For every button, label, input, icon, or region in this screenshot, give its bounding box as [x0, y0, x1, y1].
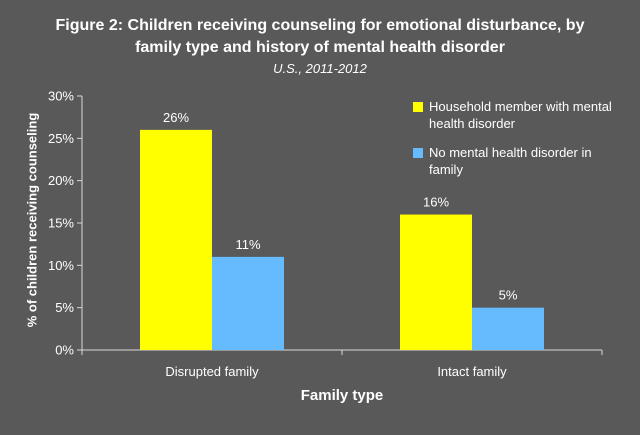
- y-tick-label: 5%: [55, 300, 74, 315]
- bar-no-disorder: [472, 307, 544, 350]
- x-tick-label: Disrupted family: [165, 364, 259, 379]
- legend-swatch-no-disorder: [413, 148, 423, 158]
- y-tick-label: 25%: [48, 131, 74, 146]
- legend: Household member with mental health diso…: [413, 98, 613, 190]
- chart-title-line-1: Figure 2: Children receiving counseling …: [55, 17, 585, 34]
- y-tick-label: 15%: [48, 216, 74, 231]
- y-tick-label: 0%: [55, 343, 74, 358]
- x-axis-title: Family type: [300, 387, 384, 404]
- legend-label-household: Household member with mental health diso…: [429, 99, 612, 131]
- bar-household: [400, 214, 472, 350]
- chart-title-line-2: family type and history of mental health…: [135, 39, 505, 56]
- y-tick-label: 30%: [48, 89, 74, 104]
- data-label: 26%: [163, 110, 189, 125]
- bar-household: [140, 129, 212, 350]
- chart-subtitle: U.S., 2011-2012: [273, 61, 367, 76]
- y-tick-label: 10%: [48, 258, 74, 273]
- legend-label-no-disorder: No mental health disorder in family: [429, 145, 592, 177]
- bar-no-disorder: [212, 256, 284, 350]
- data-label: 5%: [499, 288, 518, 303]
- y-axis-title: % of children receiving counseling: [24, 112, 40, 328]
- x-tick-label: Intact family: [437, 364, 507, 379]
- legend-item-no-disorder: No mental health disorder in family: [413, 144, 613, 178]
- legend-item-household: Household member with mental health diso…: [413, 98, 613, 132]
- y-tick-label: 20%: [48, 173, 74, 188]
- data-label: 16%: [423, 195, 449, 210]
- data-label: 11%: [235, 237, 260, 252]
- legend-swatch-household: [413, 102, 423, 112]
